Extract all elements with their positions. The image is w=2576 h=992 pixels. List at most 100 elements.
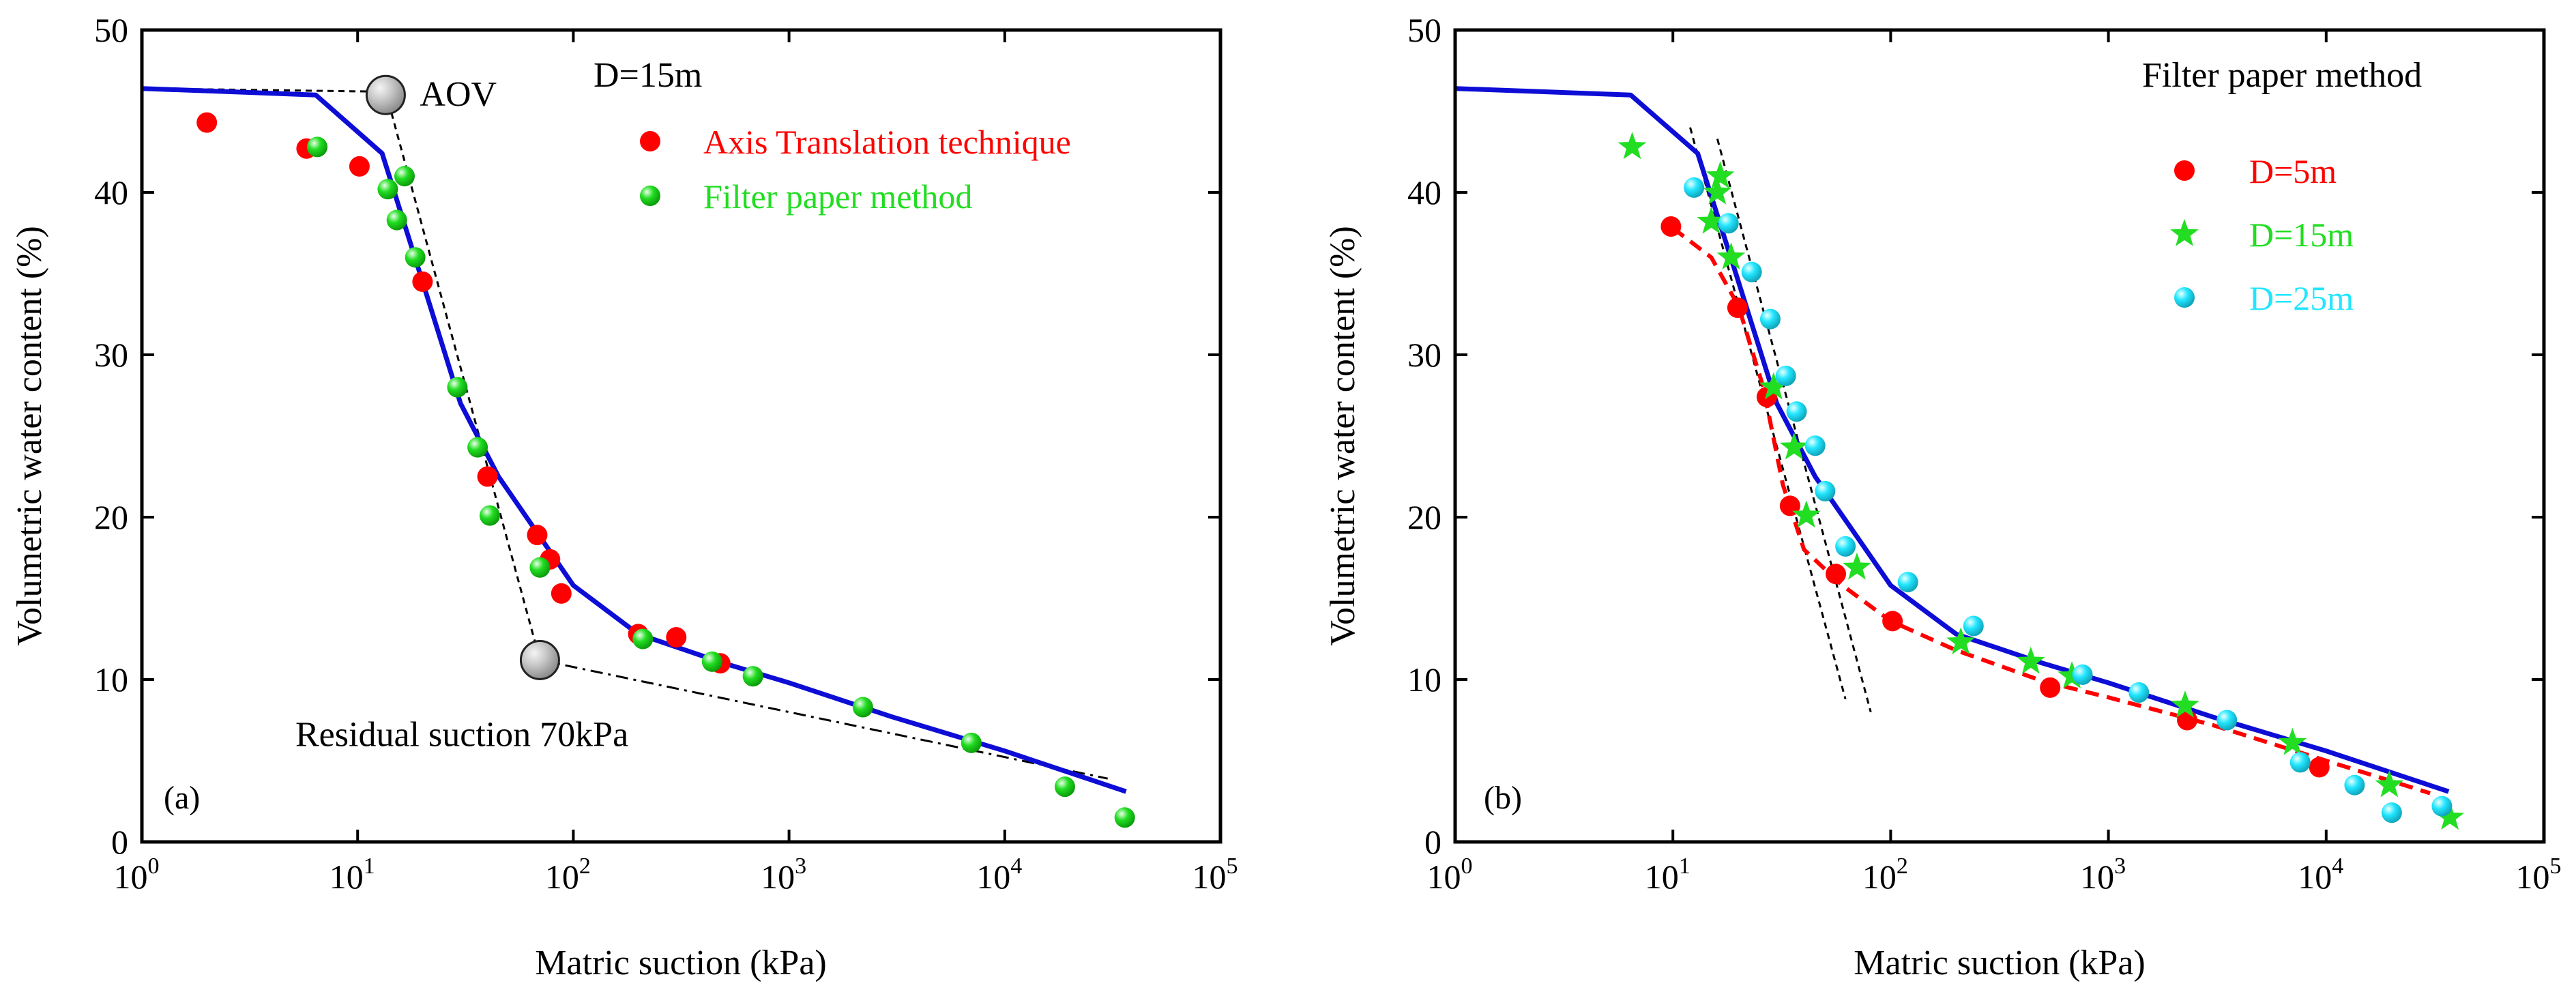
panel-a-legend-label-1: Axis Translation technique xyxy=(703,123,1071,161)
panel-a-y-tick-label: 10 xyxy=(94,660,128,699)
panel-b-series-3-point xyxy=(1775,365,1796,386)
aov-label: AOV xyxy=(420,75,497,114)
panel-a-x-tick-exponent: 2 xyxy=(579,854,591,879)
panel-b-frame xyxy=(1453,28,2546,844)
panel-a-y-tick-label: 20 xyxy=(94,498,128,536)
panel-a-series-2-point xyxy=(307,136,328,158)
panel-a-title-text: D=15m xyxy=(594,56,702,95)
panel-b-series-3-point xyxy=(2216,710,2238,731)
panel-b-x-tick-exponent: 0 xyxy=(1461,854,1473,879)
panel-b-y-tick-label: 50 xyxy=(1407,11,1441,49)
panel-a-x-tick-base: 10 xyxy=(114,858,148,896)
panel-b-series-2-point xyxy=(1759,372,1788,400)
residual-suction-marker xyxy=(519,639,560,680)
panel-a-x-tick-label: 103 xyxy=(761,854,806,896)
panel-b-x-tick-exponent: 5 xyxy=(2550,854,2562,879)
panel-b-x-tick-exponent: 4 xyxy=(2332,854,2343,879)
panel-a-x-tick-exponent: 0 xyxy=(148,854,160,879)
panel-b-series-1-point xyxy=(1727,297,1748,318)
panel-b-series-2-point xyxy=(2278,727,2307,755)
panel-b-series-2-point xyxy=(1618,132,1647,160)
panel-b-series-3-point xyxy=(2381,802,2402,823)
panel-a-x-tick-label: 102 xyxy=(545,854,591,896)
panel-a-series-2-point xyxy=(405,247,426,268)
panel-a-legend: Axis Translation technique Filter paper m… xyxy=(640,123,1071,216)
panel-b-x-tick-base: 10 xyxy=(1645,858,1679,896)
panel-a-series-2-point xyxy=(394,166,415,187)
panel-b-legend: D=5m D=15m D=25m xyxy=(2170,152,2354,317)
panel-b-series-1-point xyxy=(2040,677,2061,698)
panel-a-x-axis-label: Matric suction (kPa) xyxy=(535,944,826,982)
panel-a-series-2-point xyxy=(852,697,873,718)
panel-b-title-text: Filter paper method xyxy=(2142,56,2422,95)
panel-a-legend-label-2: Filter paper method xyxy=(703,177,972,216)
panel-b-y-tick-label: 20 xyxy=(1407,498,1441,536)
panel-b-legend-marker-1 xyxy=(2174,160,2195,181)
panel-a-series-2-point xyxy=(701,651,722,672)
panel-a-x-tick-exponent: 3 xyxy=(795,854,806,879)
panel-b-x-tick-base: 10 xyxy=(1427,858,1461,896)
panel-b-series-3-point xyxy=(2344,774,2365,796)
panel-a-series-2-point xyxy=(742,666,763,687)
panel-b-y-tick-label: 10 xyxy=(1407,660,1441,699)
panel-b-legend-marker-2 xyxy=(2170,219,2199,246)
panel-a-series-2-point xyxy=(479,505,500,526)
panel-b-series-2-point xyxy=(2435,802,2465,830)
panel-b-x-tick-exponent: 3 xyxy=(2114,854,2126,879)
panel-a-x-tick-base: 10 xyxy=(1192,858,1227,896)
panel-a-series-2-point xyxy=(377,179,398,200)
panel-a-series-2-point xyxy=(529,557,551,578)
panel-a-guide-line xyxy=(141,87,386,93)
panel-a-series-2-point xyxy=(386,209,407,231)
panel-b-series-1-point xyxy=(2309,757,2330,778)
panel-b-series-2-point xyxy=(1706,161,1735,188)
panel-a-guide-lines xyxy=(141,87,1109,780)
panel-a-legend-marker-1 xyxy=(640,131,660,151)
panel-a-series-1-point xyxy=(349,156,370,177)
panel-b-x-tick-label: 104 xyxy=(2298,854,2343,896)
aov-marker xyxy=(365,74,406,115)
panel-b-x-axis-label: Matric suction (kPa) xyxy=(1854,944,2145,982)
panel-b-y-tick-label: 40 xyxy=(1407,173,1441,211)
panel-b-x-tick-base: 10 xyxy=(2080,858,2114,896)
panel-b-series-2-point xyxy=(1697,206,1726,234)
panel-a-y-tick-label: 40 xyxy=(94,173,128,211)
panel-a-markers: AOV Residual suction 70kPa xyxy=(295,74,628,755)
panel-b-x-tick-label: 105 xyxy=(2516,854,2562,896)
panel-a-y-tick-label: 0 xyxy=(111,823,128,861)
panel-b-points xyxy=(1618,132,2465,830)
panel-b-series-3-point xyxy=(1786,401,1807,422)
panel-b-x-tick-exponent: 1 xyxy=(1679,854,1690,879)
panel-b-series-3-point xyxy=(2128,682,2150,703)
panel-a-series-1-point xyxy=(412,271,433,292)
panel-a-x-tick-exponent: 5 xyxy=(1227,854,1238,879)
panel-a-guide-line xyxy=(540,658,1109,780)
panel-b-legend-marker-3 xyxy=(2174,287,2195,308)
panel-b-guide-line xyxy=(1716,138,1872,712)
panel-a-x-tick-base: 10 xyxy=(545,858,579,896)
panel-b-series-3-point xyxy=(2072,664,2093,685)
panel-b-series-1-point xyxy=(1660,216,1682,237)
panel-b-series-3-point xyxy=(1718,213,1739,234)
panel-a-x-tick-base: 10 xyxy=(330,858,364,896)
panel-b-series-2-point xyxy=(1716,242,1746,269)
panel-a-x-tick-exponent: 4 xyxy=(1010,854,1022,879)
panel-b-series-2-point xyxy=(1779,432,1809,460)
panel-a-points xyxy=(196,112,1135,828)
panel-b-series-2-point xyxy=(1791,500,1821,528)
panel-b-series-2-point xyxy=(1843,552,1871,580)
panel-b-series-3-point xyxy=(2289,752,2311,773)
panel-a-series-1-point xyxy=(477,466,498,487)
panel-b-series-3-point xyxy=(1897,572,1918,593)
panel-a-x-tick-exponent: 1 xyxy=(364,854,375,879)
panel-a-series-1-point xyxy=(551,583,572,604)
panel-a-y-tick-label: 50 xyxy=(94,11,128,49)
panel-b-curves xyxy=(1454,86,2450,796)
panel-b-series-3-point xyxy=(1741,261,1762,282)
panel-b-y-tick-label: 30 xyxy=(1407,336,1441,374)
panel-b-x-tick-label: 102 xyxy=(1862,854,1908,896)
panel-b-legend-label-1: D=5m xyxy=(2249,152,2337,190)
